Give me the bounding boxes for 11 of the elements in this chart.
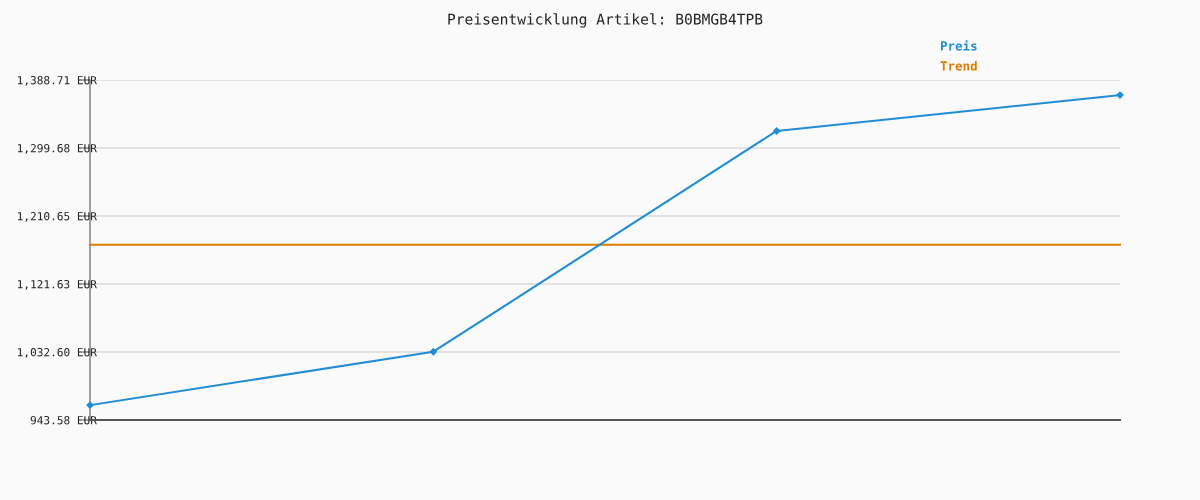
- text: Trend: [940, 60, 977, 71]
- point: [86, 401, 94, 409]
- point: [429, 348, 437, 356]
- y-tick-label: 1,388.71 EUR: [18, 76, 97, 86]
- chart-title: Preisentwicklung Artikel: B0BMGB4TPB: [448, 13, 763, 28]
- y-tick-label: 1,032.60 EUR: [18, 348, 97, 358]
- point: [773, 127, 781, 135]
- y-tick-label: 1,299.68 EUR: [18, 144, 97, 154]
- text: Preis: [940, 40, 977, 51]
- y-tick-label: 1,121.63 EUR: [18, 280, 97, 290]
- y-tick-label: 1,210.65 EUR: [18, 212, 97, 222]
